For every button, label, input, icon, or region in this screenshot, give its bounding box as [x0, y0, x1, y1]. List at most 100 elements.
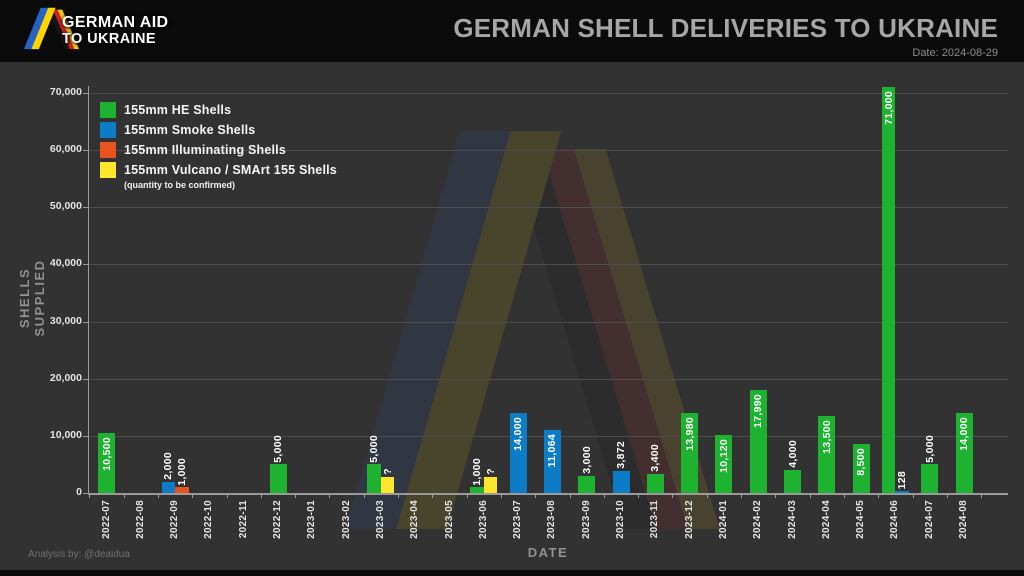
bar-value-label: ?: [484, 468, 497, 475]
x-tick: [260, 493, 262, 498]
y-tick-label: 10,000: [49, 428, 82, 441]
header-band: [0, 0, 1024, 62]
x-tick-label: 2024-01: [717, 500, 729, 539]
gridline: [88, 321, 1008, 323]
y-tick: [83, 93, 88, 94]
bar-he: [784, 470, 801, 493]
x-tick-label: 2022-08: [134, 500, 146, 539]
x-tick: [432, 493, 434, 498]
x-tick: [809, 493, 811, 498]
legend-swatch-vulcano: [100, 162, 116, 178]
legend-swatch-illuminating: [100, 142, 116, 158]
bar-value-label: 71,000: [882, 91, 895, 126]
bar-value-label: ?: [381, 468, 394, 475]
y-tick-label: 20,000: [49, 371, 82, 384]
legend-item-illuminating: 155mm Illuminating Shells: [100, 142, 337, 158]
bar-value-label: 5,000: [368, 434, 381, 463]
x-tick-label: 2023-03: [374, 500, 386, 539]
y-tick: [83, 321, 88, 323]
logo-wordmark: GERMAN AID TO UKRAINE: [62, 14, 169, 47]
legend: 155mm HE Shells 155mm Smoke Shells 155mm I…: [100, 102, 337, 190]
y-tick: [83, 435, 88, 437]
bar-he: [852, 444, 870, 493]
x-tick: [603, 493, 605, 498]
bar-value-label: 11,064: [546, 433, 559, 468]
x-tick-label: 2024-05: [855, 500, 867, 539]
x-tick: [500, 493, 502, 498]
bar-he: [715, 435, 733, 493]
bar-value-label: 10,500: [100, 437, 113, 471]
bar-value-label: 128: [896, 470, 909, 489]
x-tick-label: 2022-12: [272, 500, 283, 539]
x-tick: [192, 493, 194, 498]
legend-item-he: 155mm HE Shells: [100, 102, 337, 118]
x-tick: [775, 493, 777, 498]
bar-value-label: 5,000: [272, 434, 284, 463]
bar-he: [881, 87, 896, 493]
bar-he: [749, 390, 767, 493]
x-tick-label: 2023-08: [546, 500, 558, 539]
x-tick: [912, 493, 914, 498]
x-tick-label: 2022-11: [237, 500, 249, 539]
bar-value-label: 5,000: [923, 434, 936, 463]
x-tick-label: 2023-09: [580, 500, 592, 539]
x-tick-label: 2022-07: [100, 500, 112, 539]
bar-smoke: [543, 429, 561, 493]
x-tick-label: 2024-07: [923, 500, 935, 539]
bar-he: [269, 464, 287, 493]
legend-label: 155mm Smoke Shells: [124, 123, 256, 137]
bar-he: [98, 433, 115, 493]
bar-value-label: 8,500: [855, 448, 868, 477]
x-tick-label: 2024-04: [820, 500, 832, 539]
page-title: GERMAN SHELL DELIVERIES TO UKRAINE: [453, 13, 998, 43]
gridline: [88, 207, 1008, 209]
bar-he: [921, 464, 939, 493]
x-tick: [981, 493, 983, 498]
bar-value-label: 3,000: [580, 446, 593, 474]
bar-value-label: 1,000: [175, 457, 188, 486]
y-tick-label: 60,000: [49, 143, 82, 156]
x-tick-label: 2023-12: [683, 500, 695, 539]
x-tick: [329, 493, 331, 498]
bar-he: [578, 475, 596, 493]
x-tick: [672, 493, 674, 498]
gridline: [88, 93, 1008, 94]
logo-line2: TO UKRAINE: [62, 30, 156, 47]
x-tick: [398, 493, 400, 498]
x-tick: [843, 493, 845, 498]
bar-value-label: 3,400: [649, 443, 662, 472]
bar-smoke: [161, 481, 176, 493]
bar-vulcano: [380, 477, 395, 493]
x-tick-label: 2023-02: [340, 500, 352, 539]
bar-value-label: 4,000: [786, 440, 799, 469]
bar-value-label: 10,120: [717, 439, 730, 474]
bar-value-label: 14,000: [512, 417, 525, 451]
x-tick-label: 2023-04: [409, 500, 421, 539]
bar-value-label: 1,000: [471, 457, 484, 486]
legend-label: 155mm Illuminating Shells: [124, 143, 286, 157]
bar-smoke: [612, 470, 630, 493]
title-block: GERMAN SHELL DELIVERIES TO UKRAINE Date:…: [453, 13, 998, 59]
y-axis-line: [88, 86, 89, 493]
x-tick-label: 2023-07: [512, 500, 524, 539]
x-tick: [569, 493, 571, 498]
x-tick: [466, 493, 468, 498]
x-tick: [226, 493, 228, 498]
bar-smoke: [895, 491, 909, 493]
bar-he: [818, 415, 836, 493]
page-date: Date: 2024-08-29: [912, 47, 998, 59]
x-tick-label: 2023-01: [306, 500, 318, 539]
legend-item-smoke: 155mm Smoke Shells: [100, 122, 337, 138]
gridline: [88, 378, 1008, 380]
legend-swatch-smoke: [100, 122, 116, 138]
x-tick-label: 2023-10: [615, 500, 626, 539]
bar-value-label: 14,000: [958, 417, 970, 451]
x-tick: [706, 493, 708, 498]
x-tick: [295, 493, 297, 498]
x-tick-label: 2023-06: [477, 500, 489, 539]
y-tick-label: 70,000: [49, 86, 82, 98]
gridline: [88, 264, 1008, 266]
x-tick-label: 2023-11: [649, 500, 661, 539]
y-tick: [83, 378, 88, 380]
y-tick-label: 40,000: [49, 257, 82, 270]
